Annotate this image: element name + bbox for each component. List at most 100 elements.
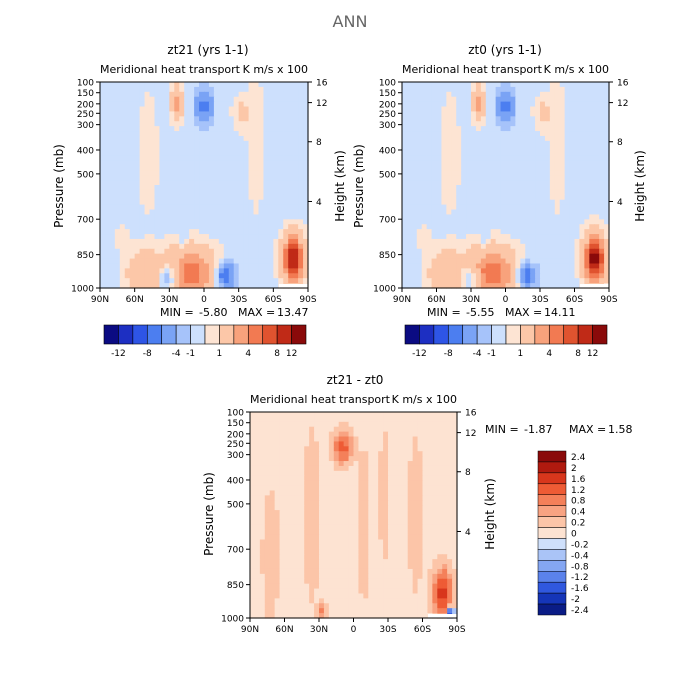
heatmap-cell bbox=[441, 185, 447, 191]
heatmap-cell bbox=[274, 539, 281, 546]
heatmap-cell bbox=[525, 165, 531, 171]
heatmap-cell bbox=[589, 91, 595, 98]
heatmap-cell bbox=[466, 140, 472, 147]
heatmap-cell bbox=[437, 539, 443, 546]
heatmap-cell bbox=[569, 278, 576, 284]
heatmap-cell bbox=[589, 189, 595, 196]
heatmap-cell bbox=[485, 219, 492, 225]
heatmap-cell bbox=[525, 121, 531, 127]
heatmap-cell bbox=[485, 268, 492, 274]
heatmap-cell bbox=[328, 412, 335, 418]
heatmap-cell bbox=[278, 199, 284, 206]
heatmap-cell bbox=[416, 258, 423, 265]
heatmap-cell bbox=[574, 180, 581, 186]
heatmap-cell bbox=[569, 238, 576, 245]
heatmap-cell bbox=[333, 505, 340, 511]
heatmap-cell bbox=[204, 155, 210, 162]
heatmap-cell bbox=[263, 278, 269, 284]
heatmap-cell bbox=[164, 253, 170, 260]
heatmap-cell bbox=[422, 451, 429, 457]
heatmap-cell bbox=[412, 495, 419, 501]
heatmap-cell bbox=[378, 549, 384, 555]
heatmap-cell bbox=[525, 248, 531, 255]
heatmap-cell bbox=[274, 436, 281, 443]
heatmap-cell bbox=[569, 145, 576, 152]
heatmap-cell bbox=[179, 131, 185, 137]
heatmap-cell bbox=[599, 116, 605, 122]
heatmap-cell bbox=[243, 145, 250, 152]
colorbar-label: -1 bbox=[186, 349, 195, 359]
heatmap-cell bbox=[114, 234, 121, 240]
heatmap-cell bbox=[510, 96, 516, 103]
heatmap-cell bbox=[294, 446, 300, 452]
heatmap-cell bbox=[279, 446, 286, 452]
heatmap-cell bbox=[579, 263, 585, 269]
heatmap-cell bbox=[520, 185, 526, 191]
heatmap-cell bbox=[500, 86, 507, 93]
heatmap-cell bbox=[411, 121, 418, 127]
heatmap-cell bbox=[574, 248, 581, 255]
heatmap-cell bbox=[194, 101, 200, 108]
heatmap-cell bbox=[253, 278, 260, 284]
heatmap-cell bbox=[268, 209, 274, 216]
heatmap-cell bbox=[432, 436, 438, 443]
heatmap-cell bbox=[159, 253, 165, 260]
heatmap-cell bbox=[549, 185, 556, 191]
heatmap-cell bbox=[319, 436, 325, 443]
heatmap-cell bbox=[174, 234, 180, 240]
heatmap-cell bbox=[416, 116, 423, 122]
heatmap-cell bbox=[139, 121, 146, 127]
heatmap-cell bbox=[427, 519, 433, 526]
heatmap-cell bbox=[569, 204, 576, 211]
heatmap-cell bbox=[208, 111, 215, 117]
heatmap-cell bbox=[253, 224, 260, 230]
heatmap-cell bbox=[549, 229, 556, 235]
heatmap-cell bbox=[397, 441, 404, 447]
heatmap-cell bbox=[304, 559, 310, 565]
heatmap-cell bbox=[447, 456, 453, 462]
heatmap-cell bbox=[363, 554, 369, 560]
heatmap-cell bbox=[268, 194, 274, 201]
heatmap-cell bbox=[179, 140, 185, 147]
heatmap-cell bbox=[515, 238, 521, 245]
heatmap-cell bbox=[343, 446, 350, 452]
heatmap-cell bbox=[447, 412, 453, 418]
colorbar-swatch bbox=[175, 324, 191, 345]
heatmap-cell bbox=[452, 456, 458, 462]
y-tick-label: 500 bbox=[379, 170, 396, 180]
heatmap-cell bbox=[544, 145, 551, 152]
heatmap-cell bbox=[392, 490, 399, 496]
heatmap-cell bbox=[416, 253, 423, 260]
heatmap-cell bbox=[100, 263, 106, 269]
heatmap-cell bbox=[485, 116, 492, 122]
heatmap-cell bbox=[579, 121, 585, 127]
heatmap-cell bbox=[333, 446, 340, 452]
heatmap-cell bbox=[283, 209, 289, 216]
heatmap-cell bbox=[100, 82, 106, 88]
heatmap-cell bbox=[104, 189, 111, 196]
heatmap-cell bbox=[250, 564, 256, 570]
heatmap-cell bbox=[279, 431, 286, 438]
heatmap-cell bbox=[604, 82, 610, 88]
heatmap-cell bbox=[530, 126, 536, 132]
heatmap-cell bbox=[338, 490, 345, 496]
heatmap-cell bbox=[268, 238, 274, 245]
heatmap-cell bbox=[530, 189, 536, 196]
heatmap-cell bbox=[461, 189, 467, 196]
heatmap-cell bbox=[402, 490, 409, 496]
heatmap-cell bbox=[421, 111, 428, 117]
heatmap-cell bbox=[179, 101, 185, 108]
heatmap-cell bbox=[426, 86, 433, 93]
heatmap-cell bbox=[402, 219, 408, 225]
heatmap-cell bbox=[298, 175, 304, 181]
heatmap-cell bbox=[383, 461, 389, 467]
heatmap-cell bbox=[451, 194, 457, 201]
heatmap-cell bbox=[589, 155, 595, 162]
colorbar-swatch bbox=[190, 324, 206, 345]
heatmap-cell bbox=[574, 253, 581, 260]
heatmap-cell bbox=[159, 101, 165, 108]
heatmap-cell bbox=[238, 140, 245, 147]
heatmap-cell bbox=[471, 96, 477, 103]
heatmap-cell bbox=[407, 490, 414, 496]
heatmap-cell bbox=[164, 248, 170, 255]
